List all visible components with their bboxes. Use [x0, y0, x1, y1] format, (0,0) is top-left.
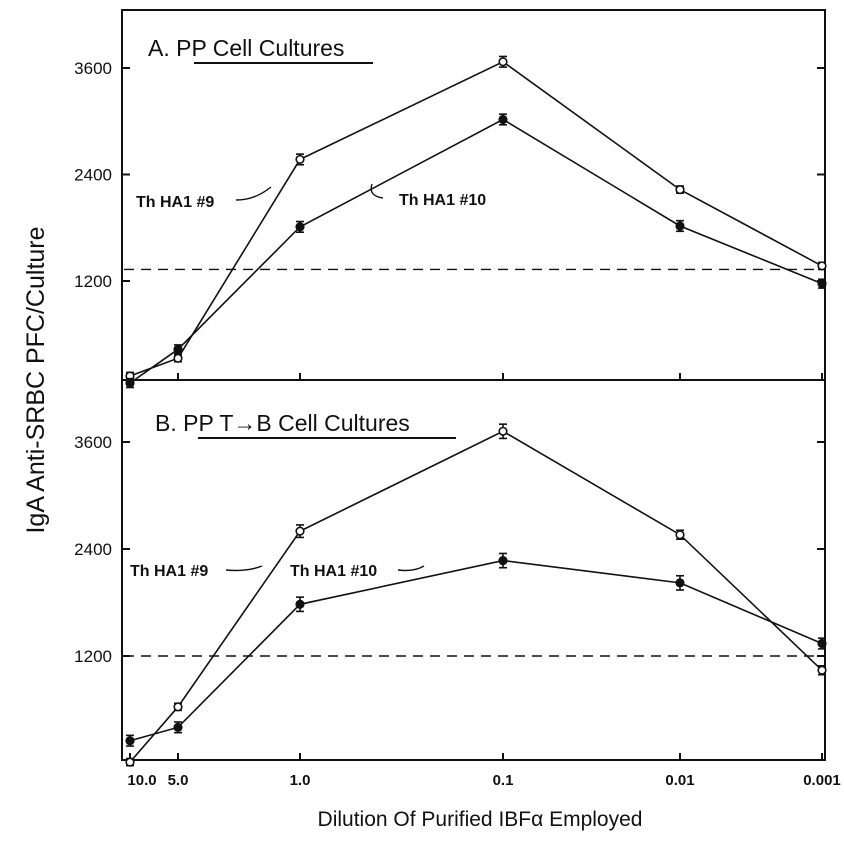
y-tick-label: 2400 [74, 540, 112, 559]
x-tick-label: 10.0 [127, 772, 156, 789]
annotation-pointer [235, 186, 272, 201]
data-point-th-ha1-10 [295, 222, 305, 232]
data-point-th-ha1-10 [295, 599, 305, 609]
data-point-th-ha1-9 [173, 353, 183, 363]
annotation-pointer [397, 565, 425, 572]
data-point-th-ha1-9 [675, 530, 685, 540]
panel-b-title: B. PP T→B Cell Cultures [155, 410, 410, 436]
annotation-pointer [370, 183, 384, 199]
panel-a: A. PP Cell Cultures 1200 2400 3600 Th HA1 #… [74, 9, 827, 389]
data-point-th-ha1-9 [173, 702, 183, 712]
data-point-th-ha1-9 [498, 57, 508, 67]
data-point-th-ha1-9 [295, 154, 305, 165]
series-annotation-th-ha1-9: Th HA1 #9 [130, 563, 208, 580]
data-point-th-ha1-10 [173, 344, 183, 354]
y-tick-label: 2400 [74, 166, 112, 185]
y-tick-label: 3600 [74, 59, 112, 78]
x-tick-label: 1.0 [290, 772, 311, 789]
x-tick-label: 0.001 [803, 772, 841, 789]
data-point-th-ha1-9 [125, 757, 135, 767]
data-point-th-ha1-10 [498, 555, 508, 566]
panel-b-frame [121, 379, 826, 761]
y-tick-label: 3600 [74, 433, 112, 452]
data-point-th-ha1-9 [817, 665, 827, 675]
series-annotation-th-ha1-10: Th HA1 #10 [290, 563, 377, 580]
data-point-th-ha1-9 [498, 426, 508, 436]
panel-a-title: A. PP Cell Cultures [148, 35, 344, 61]
y-axis-label: IgA Anti-SRBC PFC/Culture [22, 226, 50, 533]
data-point-th-ha1-10 [675, 578, 685, 588]
x-tick-label: 0.1 [493, 772, 514, 789]
x-axis: 10.0 5.0 1.0 0.1 0.01 0.001 [127, 772, 840, 789]
x-tick-label: 5.0 [168, 772, 189, 789]
annotation-pointer [225, 565, 263, 572]
data-point-th-ha1-10 [125, 736, 135, 746]
panel-b: B. PP T→B Cell Cultures 1200 2400 3600 Th H… [74, 379, 827, 767]
data-point-th-ha1-10 [498, 114, 508, 125]
data-point-th-ha1-10 [675, 221, 685, 231]
data-point-th-ha1-9 [817, 261, 827, 271]
x-axis-label: Dilution Of Purified IBFα Employed [318, 808, 643, 831]
series-annotation-th-ha1-10: Th HA1 #10 [399, 192, 486, 209]
data-point-th-ha1-10 [817, 279, 827, 289]
data-point-th-ha1-10 [173, 722, 183, 732]
series-line-th-ha1-10 [129, 118, 823, 384]
series-line-th-ha1-9 [129, 60, 823, 377]
series-line-th-ha1-10 [129, 559, 823, 742]
data-point-th-ha1-9 [675, 184, 685, 195]
data-point-th-ha1-9 [295, 526, 305, 536]
y-tick-label: 1200 [74, 647, 112, 666]
data-point-th-ha1-10 [817, 638, 827, 649]
x-tick-label: 0.01 [665, 772, 694, 789]
y-tick-label: 1200 [74, 272, 112, 291]
series-line-th-ha1-9 [129, 430, 823, 763]
series-annotation-th-ha1-9: Th HA1 #9 [136, 194, 214, 211]
